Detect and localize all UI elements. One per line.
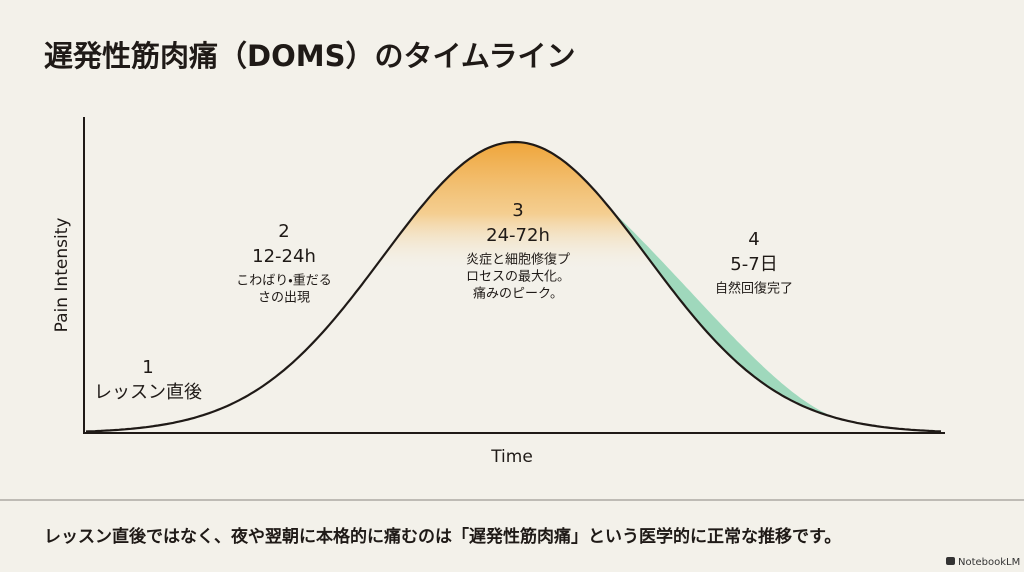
peak-highlight: [350, 142, 680, 300]
brand: NotebookLM: [958, 557, 1020, 568]
stage-number: 3: [512, 200, 523, 221]
stage-description: ロセスの最大化。: [466, 270, 570, 285]
stage-description: レッスン直後: [94, 382, 202, 403]
stage-number: 1: [142, 357, 153, 378]
stage-description: こわばり・重だる: [236, 273, 331, 289]
footer-text: レッスン直後ではなく、夜や翌朝に本格的に痛むのは「遅発性筋肉痛」という医学的に正…: [44, 526, 841, 547]
stage-description: 自然回復完了: [715, 281, 793, 297]
recovery-highlight: [612, 210, 835, 418]
title: 遅発性筋肉痛（DOMS）のタイムライン: [44, 39, 575, 73]
stage-time: 24-72h: [486, 225, 550, 246]
pain-curve: [85, 140, 942, 433]
timeline-plot: Pain Intensity Time: [52, 117, 945, 467]
x-axis-label: Time: [490, 447, 533, 467]
brand-icon: [946, 557, 955, 565]
stage-number: 2: [278, 221, 289, 242]
stage-number: 4: [748, 229, 759, 250]
stage-description: 炎症と細胞修復プ: [466, 252, 570, 268]
stage-description: 痛みのピーク。: [473, 286, 563, 302]
stage-time: 12-24h: [252, 246, 316, 267]
stage-time: 5-7日: [730, 254, 777, 275]
y-axis-label: Pain Intensity: [52, 218, 72, 333]
stage-description: さの出現: [258, 291, 310, 306]
